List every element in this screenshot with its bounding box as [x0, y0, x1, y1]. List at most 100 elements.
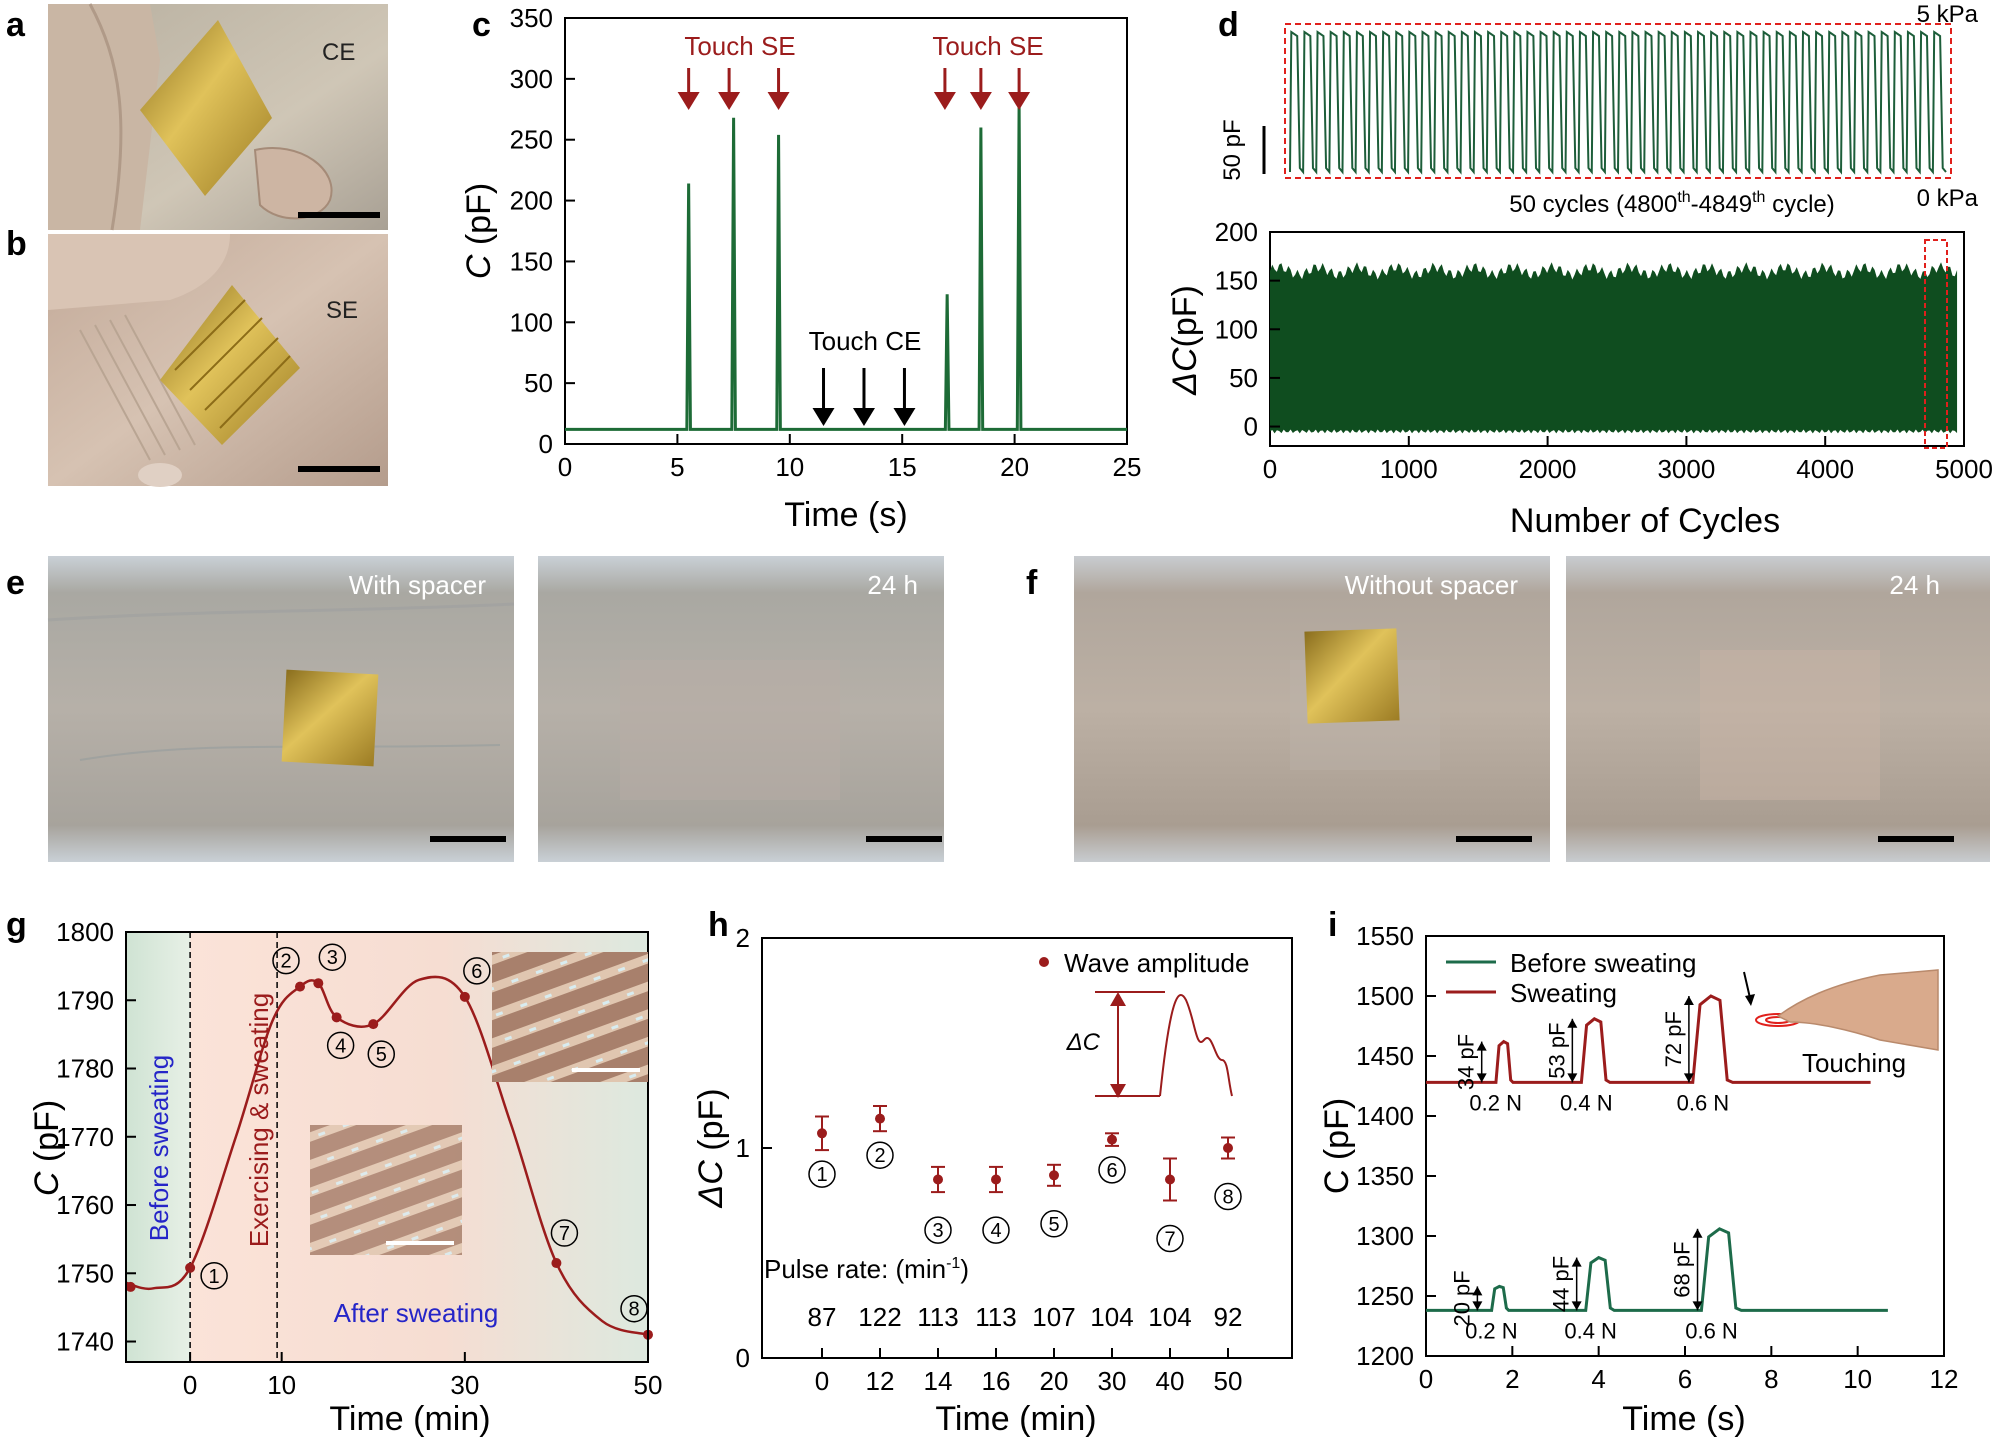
photo-f1: Without spacer	[1074, 556, 1550, 862]
chart-h-point-label: 2	[874, 1145, 885, 1167]
chart-h-pulse-label-close: )	[960, 1254, 969, 1284]
chart-h-point-label: 4	[990, 1220, 1001, 1242]
chart-c-series-line	[565, 103, 1127, 431]
chart-h-point-label-circle	[1156, 1224, 1184, 1253]
chart-h-xtick-label: 14	[924, 1366, 953, 1396]
chart-d-top-label: 5 kPa	[1917, 1, 1979, 28]
chart-h-point	[875, 1113, 885, 1124]
chart-i-force-label: 0.4 N	[1560, 1090, 1613, 1115]
scale-bar-e1	[430, 836, 506, 842]
chart-g-y-axis-label-var: C	[28, 1171, 66, 1196]
photo-b: SE	[48, 234, 388, 487]
chart-c-xtick-label: 25	[1113, 452, 1142, 482]
chart-h-point-label-circle	[982, 1216, 1010, 1244]
chart-h-y-axis-label-var: C	[692, 1160, 730, 1185]
chart-h-pulse-rate: 92	[1214, 1302, 1243, 1332]
chart-c-y-axis-label: C (pF)	[460, 183, 498, 279]
chart-d-xtick-label: 4000	[1796, 454, 1854, 484]
chart-h-ytick-label: 1	[736, 1133, 750, 1163]
chart-h-inset: ΔC	[1066, 991, 1233, 1098]
chart-c-xtick-label: 15	[888, 452, 917, 482]
chart-c-ytick-label: 250	[510, 125, 553, 155]
chart-h-xtick-label: 20	[1040, 1366, 1069, 1396]
chart-g-point-label-circle	[318, 943, 347, 971]
chart-c-ytick-label: 50	[524, 368, 553, 398]
chart-d-xtick-label: 0	[1263, 454, 1277, 484]
panel-label-d: d	[1218, 6, 1239, 44]
chart-i-hand-illustration	[1743, 969, 1939, 1051]
chart-h-ytick-label: 2	[736, 923, 750, 953]
chart-i-xtick-label: 12	[1930, 1364, 1959, 1394]
chart-g-point	[331, 1012, 342, 1023]
chart-i-force-label: 0.4 N	[1564, 1318, 1617, 1343]
chart-c-arrow-ce-1-head	[852, 408, 875, 426]
chart-c-ytick-label: 100	[510, 307, 553, 337]
chart-h-pulse-rate: 104	[1090, 1302, 1133, 1332]
photo-a: CE	[48, 3, 388, 231]
chart-c-arrow-se-1-head	[718, 92, 741, 110]
chart-i-amp-label: 20 pF	[1449, 1270, 1474, 1326]
chart-h-y-axis-label-delta: Δ	[692, 1185, 730, 1209]
chart-d-xtick-label: 1000	[1380, 454, 1438, 484]
gold-patch-e	[281, 669, 379, 767]
chart-i-xtick-label: 2	[1505, 1364, 1519, 1394]
chart-g-point-label-circle	[550, 1219, 579, 1247]
chart-i-legend-before: Before sweating	[1510, 948, 1696, 978]
chart-g-point-label: 7	[559, 1223, 570, 1245]
chart-g: 1 2 3 4 5 6 7 8 1740 1750 1760 1770 1780 1790 1800 0 10…	[28, 917, 662, 1438]
chart-i-ytick-label: 1200	[1356, 1341, 1414, 1371]
chart-i-touching-label: Touching	[1802, 1048, 1906, 1078]
photo-e2: 24 h	[538, 556, 944, 862]
chart-c-arrow-ce-0-head	[812, 408, 835, 426]
chart-h-xtick-label: 0	[815, 1366, 829, 1396]
chart-g-ytick-label: 1770	[56, 1122, 114, 1152]
chart-c-xtick-label: 10	[775, 452, 804, 482]
chart-g-x-axis-label: Time (min)	[329, 1400, 490, 1438]
chart-h-pulse-label: Pulse rate: (min-1)	[764, 1254, 969, 1284]
photo-e2-caption: 24 h	[867, 570, 918, 600]
chart-h-ytick-label: 0	[736, 1343, 750, 1373]
chart-h-point-label-circle	[808, 1160, 836, 1188]
chart-c-ytick-label: 150	[510, 246, 553, 276]
chart-g-point	[313, 978, 324, 989]
chart-h-point	[933, 1174, 943, 1185]
chart-h-xtick-label: 30	[1098, 1366, 1127, 1396]
chart-h-pulse-rate: 113	[917, 1302, 958, 1332]
chart-g-inset-before-image	[310, 1125, 462, 1255]
chart-g-point	[295, 981, 305, 992]
chart-c-y-axis-label-var: C	[460, 254, 498, 279]
panel-label-c: c	[472, 6, 491, 44]
chart-i-amp-arrow-head	[1472, 1286, 1483, 1311]
chart-g-xtick-label: 0	[183, 1370, 197, 1400]
chart-d-inset-caption-suffix: cycle)	[1765, 191, 1834, 218]
photo-f2: 24 h	[1566, 556, 1990, 862]
chart-g-point-label-circle	[272, 946, 300, 975]
chart-d-bottom-label: 0 kPa	[1917, 185, 1979, 212]
chart-g-point-label-circle	[326, 1031, 355, 1060]
chart-h-point-label: 6	[1106, 1160, 1117, 1182]
chart-c-xtick-label: 5	[670, 452, 684, 482]
scale-bar-e2	[866, 836, 942, 842]
chart-h-pulse-label-sup: -1	[946, 1255, 960, 1272]
chart-i-x-axis-label: Time (s)	[1622, 1400, 1745, 1438]
chart-c-y-axis-label-unit: (pF)	[460, 183, 498, 255]
chart-h-point	[1223, 1143, 1233, 1153]
chart-g-point	[551, 1258, 562, 1269]
chart-g-point-label: 3	[327, 947, 338, 969]
chart-h-legend-marker	[1039, 957, 1049, 967]
chart-i-amp-label: 44 pF	[1549, 1256, 1574, 1312]
chart-d-ytick-label: 100	[1215, 314, 1258, 344]
chart-i-xtick-label: 0	[1419, 1364, 1433, 1394]
chart-i-amp-arrow-head	[1476, 1041, 1487, 1083]
chart-i-amp-label: 68 pF	[1670, 1241, 1695, 1297]
chart-d-ytick-label: 50	[1229, 363, 1258, 393]
chart-d-inset-caption-sup2: th	[1752, 189, 1765, 206]
chart-g-ytick-label: 1750	[56, 1258, 114, 1288]
chart-d-inset-box	[1284, 23, 1952, 179]
photo-b-caption: SE	[326, 297, 358, 324]
chart-g-point	[459, 991, 470, 1002]
chart-d-inset-wave	[1289, 30, 1947, 175]
chart-i-ytick-label: 1250	[1356, 1281, 1414, 1311]
chart-h-xtick-label: 12	[866, 1366, 895, 1396]
